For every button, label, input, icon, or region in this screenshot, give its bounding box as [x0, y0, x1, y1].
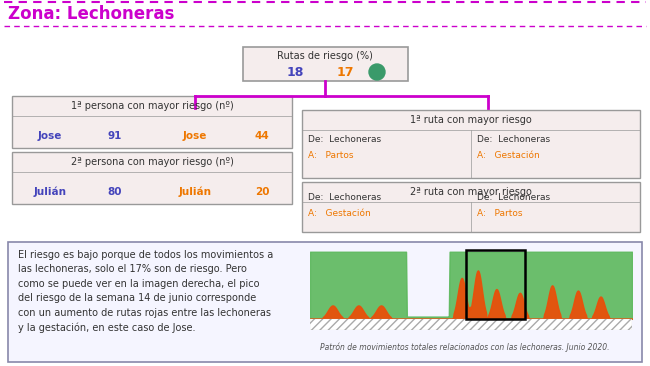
Text: El riesgo es bajo porque de todos los movimientos a
las lechoneras, solo el 17% : El riesgo es bajo porque de todos los mo…	[18, 250, 273, 333]
Text: A:   Partos: A: Partos	[477, 209, 523, 219]
Text: 91: 91	[108, 131, 122, 141]
Text: 20: 20	[255, 187, 269, 197]
Text: De:  Lechoneras: De: Lechoneras	[477, 135, 550, 145]
Text: Julián: Julián	[34, 187, 66, 197]
Text: 2ª ruta con mayor riesgo: 2ª ruta con mayor riesgo	[410, 187, 532, 197]
Circle shape	[369, 64, 385, 80]
Text: 80: 80	[108, 187, 122, 197]
Text: A:   Partos: A: Partos	[308, 152, 354, 161]
Text: 2ª persona con mayor riesgo (nº): 2ª persona con mayor riesgo (nº)	[71, 157, 233, 167]
Bar	[465, 250, 525, 319]
Text: A:   Gestación: A: Gestación	[308, 209, 370, 219]
Text: De:  Lechoneras: De: Lechoneras	[308, 135, 381, 145]
Text: 1ª ruta con mayor riesgo: 1ª ruta con mayor riesgo	[410, 115, 532, 125]
FancyBboxPatch shape	[302, 110, 640, 178]
Text: Julián: Julián	[179, 187, 211, 197]
Text: Zona: Lechoneras: Zona: Lechoneras	[8, 5, 174, 23]
Text: 44: 44	[255, 131, 269, 141]
Text: De:  Lechoneras: De: Lechoneras	[308, 194, 381, 202]
FancyBboxPatch shape	[12, 152, 292, 204]
Text: 18: 18	[286, 66, 304, 78]
Text: Rutas de riesgo (%): Rutas de riesgo (%)	[277, 51, 373, 61]
Text: 17: 17	[336, 66, 354, 78]
FancyBboxPatch shape	[302, 182, 640, 232]
Text: Jose: Jose	[183, 131, 207, 141]
FancyBboxPatch shape	[242, 47, 408, 81]
FancyBboxPatch shape	[8, 242, 642, 362]
Text: Jose: Jose	[38, 131, 62, 141]
Text: De:  Lechoneras: De: Lechoneras	[477, 194, 550, 202]
Text: Patrón de movimientos totales relacionados con las lechoneras. Junio 2020.: Patrón de movimientos totales relacionad…	[320, 343, 610, 352]
FancyBboxPatch shape	[12, 96, 292, 148]
Text: A:   Gestación: A: Gestación	[477, 152, 540, 161]
Text: 1ª persona con mayor riesgo (nº): 1ª persona con mayor riesgo (nº)	[71, 101, 233, 111]
